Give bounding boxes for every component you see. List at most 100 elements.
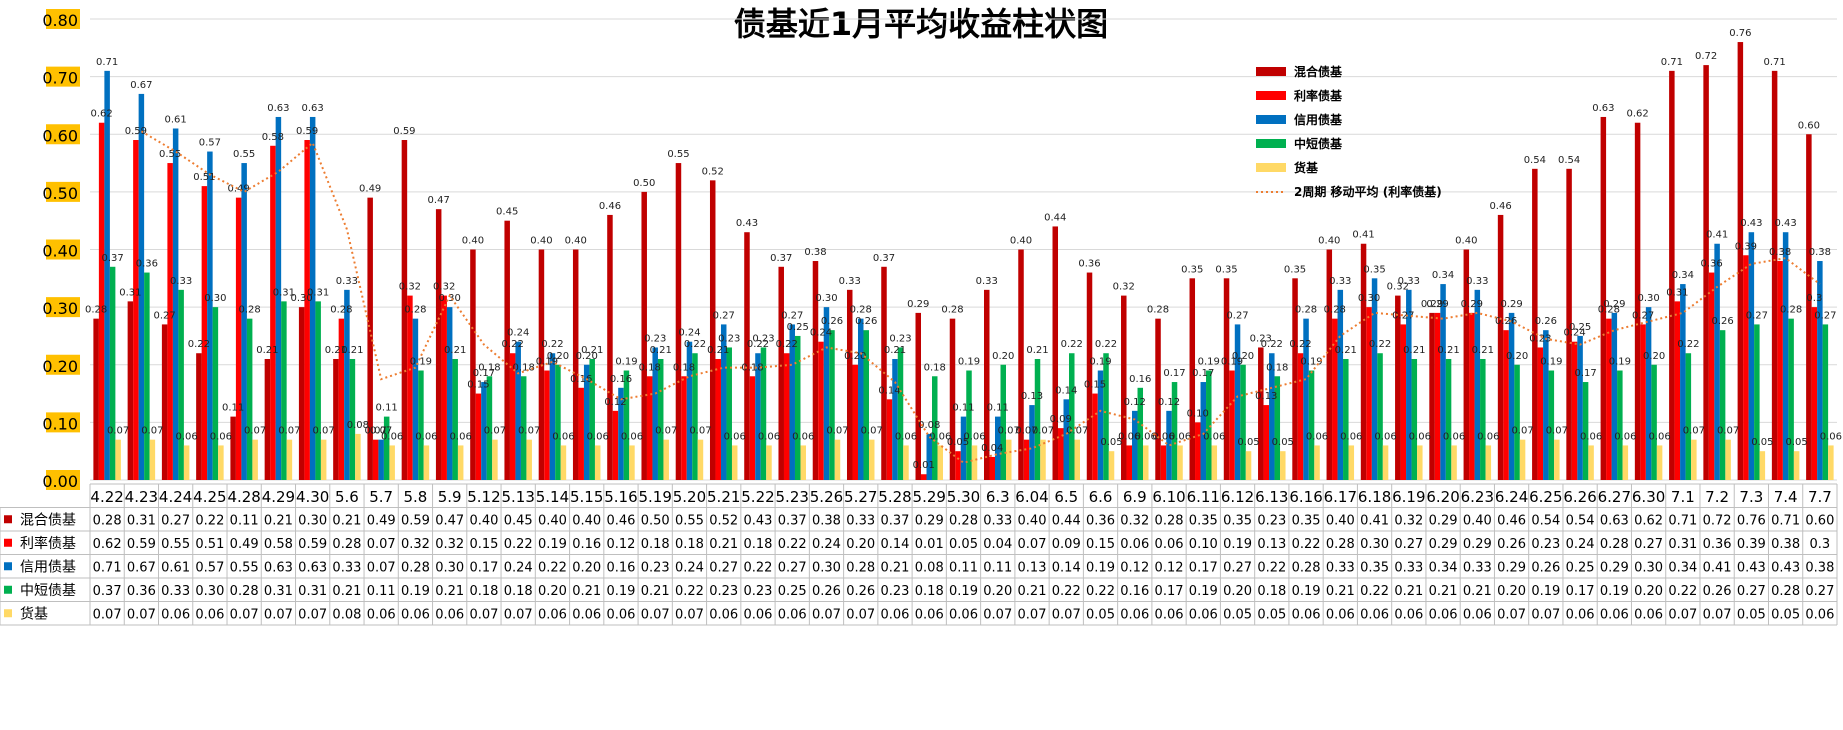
bar bbox=[1754, 324, 1760, 480]
table-cell: 0.39 bbox=[1737, 537, 1766, 552]
bar bbox=[1434, 312, 1441, 480]
bar bbox=[1206, 370, 1212, 480]
table-cell: 0.17 bbox=[469, 560, 498, 575]
table-cell: 0.40 bbox=[1463, 513, 1492, 528]
bar bbox=[995, 416, 1001, 480]
data-label: 0.07 bbox=[861, 426, 883, 437]
data-label: 0.28 bbox=[239, 305, 261, 316]
table-cell: 0.21 bbox=[1429, 584, 1458, 599]
bar bbox=[1137, 387, 1144, 480]
bar bbox=[1703, 65, 1709, 480]
data-label: 0.28 bbox=[850, 305, 872, 316]
table-series-name: 信用债基 bbox=[20, 558, 76, 575]
bar bbox=[892, 358, 898, 480]
data-label: 0.21 bbox=[325, 345, 347, 356]
data-label: 0.23 bbox=[718, 333, 740, 344]
data-label: 0.29 bbox=[1426, 299, 1448, 310]
y-tick-highlight bbox=[46, 124, 80, 145]
bar bbox=[1160, 445, 1167, 480]
table-cell: 0.28 bbox=[949, 513, 978, 528]
bar bbox=[1474, 289, 1481, 480]
data-label: 0.22 bbox=[541, 339, 563, 350]
table-cell: 0.21 bbox=[709, 537, 738, 552]
table-cell: 0.15 bbox=[1086, 537, 1115, 552]
bar bbox=[349, 358, 356, 480]
category-label: 5.16 bbox=[604, 488, 637, 506]
bar bbox=[389, 445, 395, 480]
data-label: 0.28 bbox=[941, 305, 963, 316]
bar bbox=[1029, 405, 1035, 480]
data-label: 0.18 bbox=[924, 362, 946, 373]
table-cell: 0.40 bbox=[1018, 513, 1047, 528]
data-label: 0.06 bbox=[415, 431, 437, 442]
bar bbox=[235, 197, 242, 480]
category-label: 5.23 bbox=[776, 488, 809, 506]
bar bbox=[1417, 445, 1423, 480]
table-cell: 0.22 bbox=[743, 560, 772, 575]
table-cell: 0.43 bbox=[743, 513, 772, 528]
bar bbox=[1656, 445, 1663, 480]
bar bbox=[207, 151, 213, 481]
table-cell: 0.28 bbox=[230, 584, 259, 599]
table-cell: 0.28 bbox=[1155, 513, 1184, 528]
data-label: 0.51 bbox=[193, 172, 215, 183]
category-label: 6.3 bbox=[986, 488, 1010, 506]
bar bbox=[1360, 243, 1367, 480]
category-label: 6.20 bbox=[1426, 488, 1459, 506]
bar bbox=[338, 318, 345, 480]
data-label: 0.06 bbox=[552, 431, 574, 442]
bar bbox=[138, 93, 145, 480]
table-cell: 0.32 bbox=[401, 537, 430, 552]
y-tick-highlight bbox=[46, 239, 80, 260]
data-label: 0.20 bbox=[992, 351, 1014, 362]
table-cell: 0.11 bbox=[230, 513, 259, 528]
data-label: 0.23 bbox=[1250, 333, 1272, 344]
data-label: 0.06 bbox=[792, 431, 814, 442]
data-label: 0.06 bbox=[963, 431, 985, 442]
data-label: 0.32 bbox=[1113, 282, 1135, 293]
bar bbox=[731, 445, 738, 480]
data-label: 0.07 bbox=[107, 426, 129, 437]
table-cell: 0.07 bbox=[264, 607, 293, 622]
bar bbox=[1097, 370, 1104, 480]
data-label: 0.20 bbox=[1506, 351, 1528, 362]
category-label: 6.24 bbox=[1495, 488, 1528, 506]
table-cell: 0.16 bbox=[1120, 584, 1149, 599]
bar bbox=[286, 439, 293, 480]
bar bbox=[818, 341, 824, 480]
table-cell: 0.41 bbox=[1360, 513, 1389, 528]
bar bbox=[1292, 278, 1298, 480]
table-cell: 0.38 bbox=[1805, 560, 1834, 575]
y-tick-highlight bbox=[46, 297, 80, 318]
data-label: 0.06 bbox=[895, 431, 917, 442]
table-cell: 0.07 bbox=[127, 607, 156, 622]
y-tick-highlight bbox=[46, 470, 80, 490]
table-cell: 0.22 bbox=[195, 513, 224, 528]
category-label: 5.22 bbox=[741, 488, 774, 506]
data-label: 0.46 bbox=[1489, 201, 1511, 212]
table-cell: 0.34 bbox=[1668, 560, 1697, 575]
data-label: 0.07 bbox=[1511, 426, 1533, 437]
table-cell: 0.18 bbox=[915, 584, 944, 599]
data-label: 0.47 bbox=[428, 195, 450, 206]
category-label: 6.30 bbox=[1632, 488, 1665, 506]
category-label: 5.27 bbox=[844, 488, 877, 506]
data-label: 0.13 bbox=[1021, 391, 1043, 402]
table-cell: 0.18 bbox=[469, 584, 498, 599]
y-tick-label: 0.10 bbox=[42, 414, 78, 433]
table-cell: 0.06 bbox=[1634, 607, 1663, 622]
category-label: 5.26 bbox=[810, 488, 843, 506]
table-series-name: 货基 bbox=[20, 605, 48, 622]
data-label: 0.40 bbox=[1010, 236, 1032, 247]
table-cell: 0.06 bbox=[1155, 537, 1184, 552]
table-cell: 0.30 bbox=[195, 584, 224, 599]
data-label: 0.22 bbox=[502, 339, 524, 350]
category-label: 6.17 bbox=[1324, 488, 1357, 506]
data-label: 0.27 bbox=[1632, 310, 1654, 321]
data-label: 0.01 bbox=[913, 460, 935, 471]
bar bbox=[1366, 307, 1372, 481]
table-cell: 0.71 bbox=[1771, 513, 1800, 528]
legend-label: 利率债基 bbox=[1294, 88, 1343, 103]
table-cell: 0.06 bbox=[709, 607, 738, 622]
bar bbox=[760, 347, 767, 480]
